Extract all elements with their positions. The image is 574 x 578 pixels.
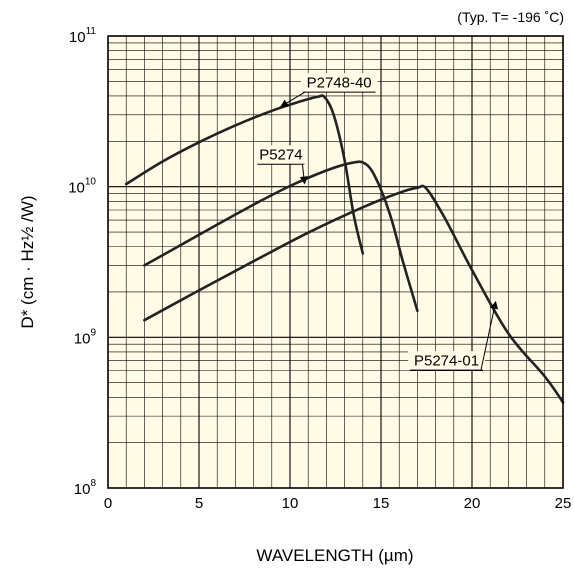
y-tick-exponent: 10 (85, 177, 97, 188)
series-label-p5274: P5274 (259, 147, 302, 164)
x-tick-label: 5 (195, 495, 203, 512)
series-line-p5274-01 (143, 184, 565, 404)
y-tick-label: 108 (74, 478, 97, 498)
series-line-p5274 (143, 160, 419, 313)
minor-grid (108, 36, 563, 488)
y-tick-label: 109 (74, 327, 97, 347)
y-tick-base: 10 (69, 29, 86, 46)
y-tick-label: 1011 (69, 26, 97, 46)
x-axis-title: WAVELENGTH (µm) (256, 546, 413, 565)
series-labels: P2748-40 P5274 P5274-01 (255, 73, 499, 371)
plot-background (108, 36, 563, 488)
y-tick-label: 1010 (68, 177, 96, 197)
series-label-p2748-40: P2748-40 (307, 75, 372, 92)
plot-frame (107, 35, 564, 489)
series-label-backing (408, 351, 485, 371)
series-lines (124, 94, 565, 404)
y-tick-exponent: 11 (86, 26, 97, 37)
y-tick-base: 10 (74, 330, 91, 347)
y-tick-base: 10 (74, 481, 91, 498)
x-tick-label: 15 (373, 495, 390, 512)
x-tick-label: 25 (555, 495, 572, 512)
x-tick-label: 0 (104, 495, 112, 512)
series-label-p5274-01: P5274-01 (414, 353, 479, 370)
x-tick-label: 10 (282, 495, 299, 512)
series-label-leader (299, 164, 308, 185)
series-label-backing (255, 145, 307, 165)
x-tick-labels: 0 5 10 15 20 25 (104, 495, 572, 512)
x-tick-label: 20 (464, 495, 481, 512)
series-label-backing (300, 73, 378, 93)
y-tick-base: 10 (68, 180, 85, 197)
y-tick-exponent: 8 (90, 478, 96, 489)
y-axis-title: D* (cm · Hz½ /W) (18, 195, 37, 328)
series-label-leader (480, 300, 499, 371)
y-tick-exponent: 9 (90, 327, 96, 338)
temperature-note: (Typ. T= -196 ˚C) (457, 9, 564, 25)
series-label-leader (280, 91, 305, 108)
major-grid (108, 36, 563, 488)
